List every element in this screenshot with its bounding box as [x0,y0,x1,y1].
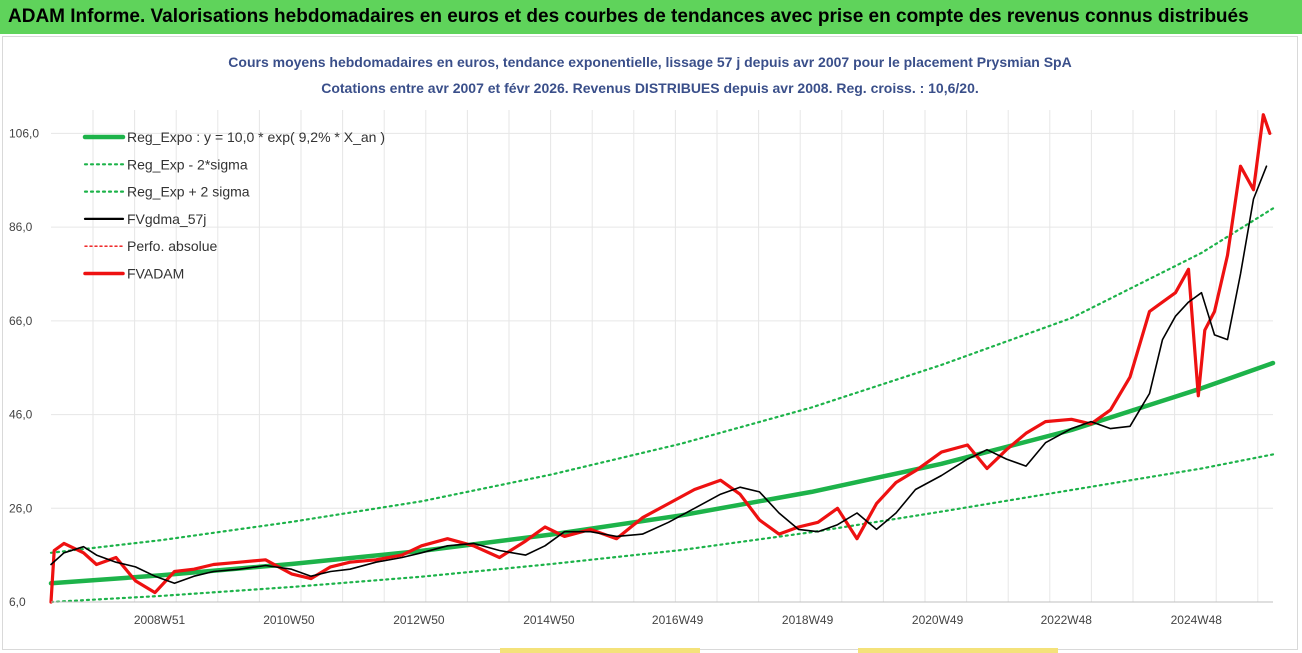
fvgdma-series-line [50,165,1268,585]
chart-subtitle: Cotations entre avr 2007 et févr 2026. R… [321,80,979,96]
bottom-accent-left [500,648,700,653]
legend-label: Reg_Exp + 2 sigma [127,184,250,200]
legend-item-fvadam: FVADAM [83,266,184,282]
x-tick-label: 2020W49 [912,613,964,627]
fvadam-series-line [49,113,1272,604]
legend-item-reg-exp-minus: Reg_Exp - 2*sigma [83,156,248,172]
y-tick-label: 46,0 [9,408,33,422]
y-tick-label: 106,0 [9,126,39,140]
axis-layer: 6,0 26,0 46,0 66,0 86,0 106,0 2008W51 2010W50 20… [9,126,1273,627]
chart-title: Cours moyens hebdomadaires en euros, ten… [228,54,1071,70]
x-tick-label: 2008W51 [134,613,186,627]
series-layer [48,113,1276,604]
bottom-accent-right [858,648,1058,653]
y-tick-label: 86,0 [9,220,33,234]
x-tick-label: 2022W48 [1041,613,1093,627]
y-tick-label: 26,0 [9,501,33,515]
trend-series-line [48,360,1276,586]
legend-label: FVgdma_57j [127,211,206,227]
x-tick-label: 2014W50 [523,613,575,627]
legend-item-reg-exp-plus: Reg_Exp + 2 sigma [83,184,250,200]
legend-label: Reg_Exp - 2*sigma [127,156,248,172]
legend-item-perfo-absolue: Perfo. absolue [84,238,217,254]
x-tick-label: 2024W48 [1171,613,1223,627]
x-tick-label: 2018W49 [782,613,834,627]
chart-frame: Cours moyens hebdomadaires en euros, ten… [2,36,1298,650]
report-banner-title: ADAM Informe. Valorisations hebdomadaire… [8,6,1249,27]
legend-label: Reg_Expo : y = 10,0 * exp( 9,2% * X_an ) [127,129,385,145]
lower-band-line [49,453,1275,604]
legend-item-fvgdma: FVgdma_57j [83,211,206,227]
upper-band-line [49,207,1275,554]
y-tick-label: 66,0 [9,314,33,328]
report-banner: ADAM Informe. Valorisations hebdomadaire… [0,0,1302,34]
price-trend-chart: Cours moyens hebdomadaires en euros, ten… [9,54,1276,627]
legend: Reg_Expo : y = 10,0 * exp( 9,2% * X_an )… [82,129,385,282]
legend-item-reg-expo: Reg_Expo : y = 10,0 * exp( 9,2% * X_an ) [82,129,385,145]
legend-label: FVADAM [127,266,184,282]
x-tick-label: 2016W49 [652,613,704,627]
y-tick-label: 6,0 [9,595,26,609]
x-tick-label: 2012W50 [393,613,445,627]
x-tick-label: 2010W50 [263,613,315,627]
legend-label: Perfo. absolue [127,238,217,254]
